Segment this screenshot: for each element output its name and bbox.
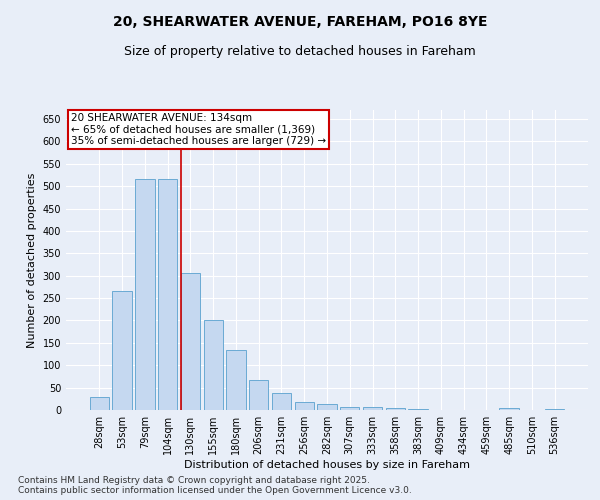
Bar xyxy=(90,396,109,410)
Bar xyxy=(249,380,268,410)
Bar xyxy=(409,409,428,410)
Bar xyxy=(295,402,314,410)
Bar xyxy=(340,407,359,410)
Bar xyxy=(386,408,405,410)
Bar xyxy=(363,408,382,410)
Bar xyxy=(181,274,200,410)
Bar xyxy=(317,404,337,410)
Text: 20 SHEARWATER AVENUE: 134sqm
← 65% of detached houses are smaller (1,369)
35% of: 20 SHEARWATER AVENUE: 134sqm ← 65% of de… xyxy=(71,113,326,146)
Bar xyxy=(158,180,178,410)
Bar xyxy=(112,292,132,410)
X-axis label: Distribution of detached houses by size in Fareham: Distribution of detached houses by size … xyxy=(184,460,470,470)
Text: Contains HM Land Registry data © Crown copyright and database right 2025.: Contains HM Land Registry data © Crown c… xyxy=(18,476,370,485)
Bar xyxy=(203,320,223,410)
Text: 20, SHEARWATER AVENUE, FAREHAM, PO16 8YE: 20, SHEARWATER AVENUE, FAREHAM, PO16 8YE xyxy=(113,15,487,29)
Bar xyxy=(135,180,155,410)
Bar xyxy=(226,350,245,410)
Text: Contains public sector information licensed under the Open Government Licence v3: Contains public sector information licen… xyxy=(18,486,412,495)
Text: Size of property relative to detached houses in Fareham: Size of property relative to detached ho… xyxy=(124,45,476,58)
Bar xyxy=(545,408,564,410)
Bar xyxy=(272,393,291,410)
Bar xyxy=(499,408,519,410)
Y-axis label: Number of detached properties: Number of detached properties xyxy=(27,172,37,348)
